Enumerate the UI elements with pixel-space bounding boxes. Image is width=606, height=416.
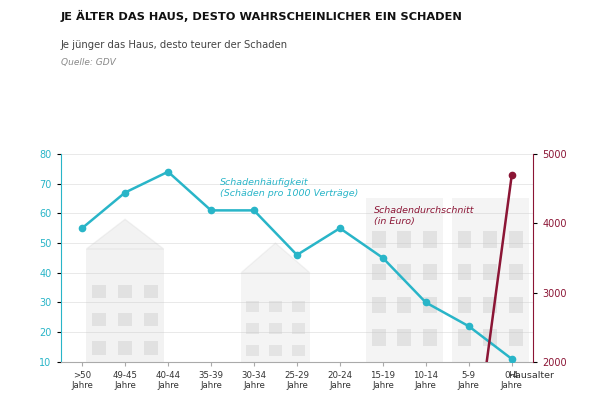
Bar <box>92 313 106 326</box>
Bar <box>118 313 132 326</box>
Bar <box>423 264 437 280</box>
Bar <box>398 231 411 248</box>
Bar <box>144 313 158 326</box>
Bar <box>458 264 471 280</box>
Bar <box>292 323 305 334</box>
Bar <box>144 285 158 298</box>
Bar <box>484 329 498 346</box>
Bar <box>92 341 106 354</box>
Polygon shape <box>87 219 164 249</box>
Bar <box>458 297 471 313</box>
Bar <box>371 264 385 280</box>
Bar <box>144 341 158 354</box>
Bar <box>458 329 471 346</box>
Bar <box>269 323 282 334</box>
Bar <box>371 329 385 346</box>
Bar <box>118 341 132 354</box>
Bar <box>398 329 411 346</box>
Bar <box>269 345 282 356</box>
Bar <box>247 323 259 334</box>
Bar <box>269 301 282 312</box>
Bar <box>484 264 498 280</box>
Bar <box>247 345 259 356</box>
Polygon shape <box>241 243 310 273</box>
Bar <box>484 231 498 248</box>
Text: Schadendurchschnitt
(in Euro): Schadendurchschnitt (in Euro) <box>375 206 474 226</box>
Bar <box>458 231 471 248</box>
Bar <box>509 264 523 280</box>
Bar <box>398 264 411 280</box>
Bar <box>241 273 310 362</box>
Bar <box>118 285 132 298</box>
Text: Je jünger das Haus, desto teurer der Schaden: Je jünger das Haus, desto teurer der Sch… <box>61 40 288 50</box>
Bar <box>371 231 385 248</box>
Text: Hausalter: Hausalter <box>508 371 554 380</box>
Bar <box>423 231 437 248</box>
Bar <box>292 345 305 356</box>
Bar <box>365 198 443 362</box>
Bar <box>451 198 529 362</box>
Bar <box>509 231 523 248</box>
Text: JE ÄLTER DAS HAUS, DESTO WAHRSCHEINLICHER EIN SCHADEN: JE ÄLTER DAS HAUS, DESTO WAHRSCHEINLICHE… <box>61 10 462 22</box>
Bar <box>398 297 411 313</box>
Text: Schadenhäufigkeit
(Schäden pro 1000 Verträge): Schadenhäufigkeit (Schäden pro 1000 Vert… <box>219 178 358 198</box>
Bar <box>423 329 437 346</box>
Bar <box>484 297 498 313</box>
Bar <box>371 297 385 313</box>
Bar <box>87 249 164 362</box>
Bar <box>292 301 305 312</box>
Text: Quelle: GDV: Quelle: GDV <box>61 58 115 67</box>
Bar <box>92 285 106 298</box>
Bar <box>509 297 523 313</box>
Bar <box>247 301 259 312</box>
Bar <box>509 329 523 346</box>
Bar <box>423 297 437 313</box>
